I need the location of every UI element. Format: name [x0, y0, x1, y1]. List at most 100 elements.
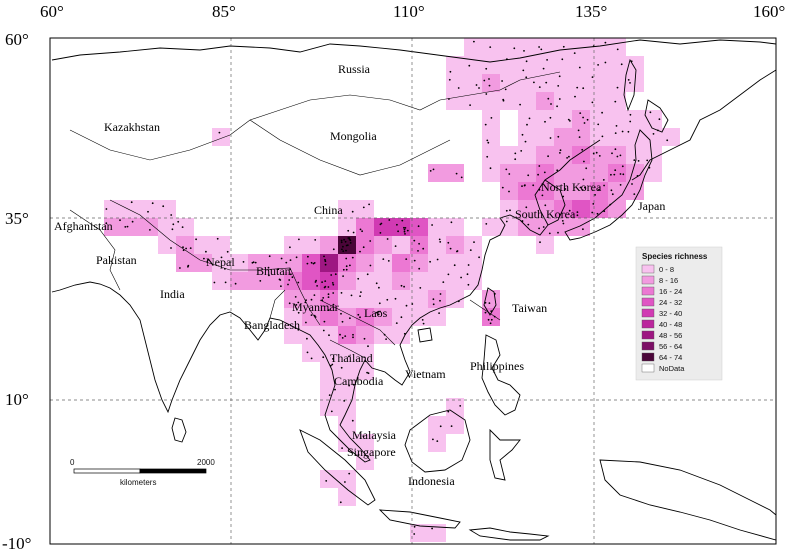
- richness-cell: [320, 398, 338, 416]
- occurrence-point: [449, 70, 452, 73]
- occurrence-point: [334, 388, 336, 391]
- occurrence-point: [327, 293, 330, 296]
- occurrence-point: [489, 167, 492, 170]
- occurrence-point: [532, 184, 535, 187]
- occurrence-point: [447, 410, 450, 413]
- occurrence-point: [277, 268, 280, 270]
- scale-segment-1: [73, 468, 141, 474]
- richness-cell: [500, 218, 518, 236]
- occurrence-point: [523, 184, 526, 187]
- occurrence-point: [597, 123, 600, 126]
- richness-cell: [284, 236, 302, 254]
- richness-cell: [482, 128, 500, 146]
- legend-swatch: [641, 352, 655, 362]
- occurrence-point: [460, 176, 463, 179]
- occurrence-point: [328, 394, 331, 396]
- richness-cell: [500, 74, 518, 92]
- occurrence-point: [406, 229, 409, 232]
- occurrence-point: [305, 321, 307, 324]
- occurrence-point: [485, 223, 488, 225]
- occurrence-point: [449, 247, 452, 250]
- lat-label-10: 10°: [5, 390, 29, 409]
- occurrence-point: [306, 262, 309, 265]
- occurrence-point: [439, 299, 441, 302]
- occurrence-point: [439, 425, 442, 428]
- occurrence-point: [508, 190, 510, 193]
- richness-cell: [590, 74, 608, 92]
- occurrence-point: [429, 260, 431, 263]
- occurrence-point: [352, 383, 355, 386]
- occurrence-point: [403, 228, 406, 231]
- occurrence-point: [310, 357, 313, 360]
- occurrence-point: [348, 355, 350, 358]
- occurrence-point: [341, 447, 343, 449]
- richness-cell: [194, 254, 212, 272]
- richness-cell: [626, 146, 644, 164]
- occurrence-point: [549, 137, 552, 139]
- richness-cell: [536, 128, 554, 146]
- occurrence-point: [562, 45, 565, 48]
- occurrence-point: [342, 275, 344, 277]
- occurrence-point: [486, 139, 489, 142]
- occurrence-point: [349, 264, 351, 267]
- richness-cell: [536, 92, 554, 110]
- richness-cell: [410, 254, 428, 272]
- occurrence-point: [558, 98, 561, 100]
- occurrence-point: [550, 103, 552, 105]
- occurrence-point: [206, 259, 209, 261]
- occurrence-point: [525, 76, 528, 79]
- occurrence-point: [413, 259, 416, 262]
- richness-cell: [590, 110, 608, 128]
- richness-cell: [158, 236, 176, 254]
- legend-label: 16 - 24: [659, 287, 682, 296]
- richness-cell: [410, 290, 428, 308]
- richness-cell: [320, 470, 338, 488]
- occurrence-point: [567, 118, 570, 121]
- occurrence-point: [171, 228, 174, 231]
- legend-swatch: [641, 297, 655, 307]
- occurrence-point: [453, 264, 456, 267]
- occurrence-point: [330, 410, 333, 413]
- richness-cell: [356, 200, 374, 218]
- richness-cell: [572, 92, 590, 110]
- occurrence-point: [331, 363, 334, 366]
- occurrence-point: [577, 129, 580, 132]
- occurrence-point: [268, 274, 270, 277]
- richness-cell: [356, 434, 374, 452]
- occurrence-point: [316, 285, 318, 287]
- occurrence-point: [609, 203, 612, 206]
- occurrence-point: [378, 302, 381, 305]
- occurrence-point: [400, 284, 403, 287]
- occurrence-point: [119, 219, 121, 222]
- lon-label-160: 160°: [753, 2, 785, 21]
- richness-cell: [356, 290, 374, 308]
- occurrence-point: [508, 173, 511, 175]
- richness-cell: [320, 290, 338, 308]
- richness-cell: [338, 200, 356, 218]
- country-label-russia: Russia: [338, 62, 371, 76]
- occurrence-point: [574, 95, 576, 98]
- occurrence-point: [493, 315, 496, 318]
- occurrence-point: [366, 371, 368, 374]
- occurrence-point: [631, 183, 633, 185]
- occurrence-point: [413, 239, 416, 242]
- richness-cell: [500, 146, 518, 164]
- country-label-indonesia: Indonesia: [408, 474, 455, 488]
- occurrence-point: [501, 186, 504, 189]
- occurrence-point: [521, 133, 524, 136]
- richness-cell: [590, 200, 608, 218]
- occurrence-point: [350, 294, 353, 297]
- occurrence-point: [484, 123, 487, 126]
- richness-cell: [374, 218, 392, 236]
- occurrence-point: [332, 283, 335, 286]
- occurrence-point: [288, 302, 291, 305]
- country-label-afghanistan: Afghanistan: [54, 219, 113, 233]
- richness-cell: [356, 236, 374, 254]
- occurrence-point: [525, 60, 528, 63]
- occurrence-point: [578, 136, 581, 139]
- occurrence-point: [147, 210, 149, 213]
- scale-start-label: 0: [70, 458, 75, 467]
- occurrence-point: [322, 356, 325, 359]
- occurrence-point: [360, 291, 362, 293]
- country-label-taiwan: Taiwan: [512, 301, 547, 315]
